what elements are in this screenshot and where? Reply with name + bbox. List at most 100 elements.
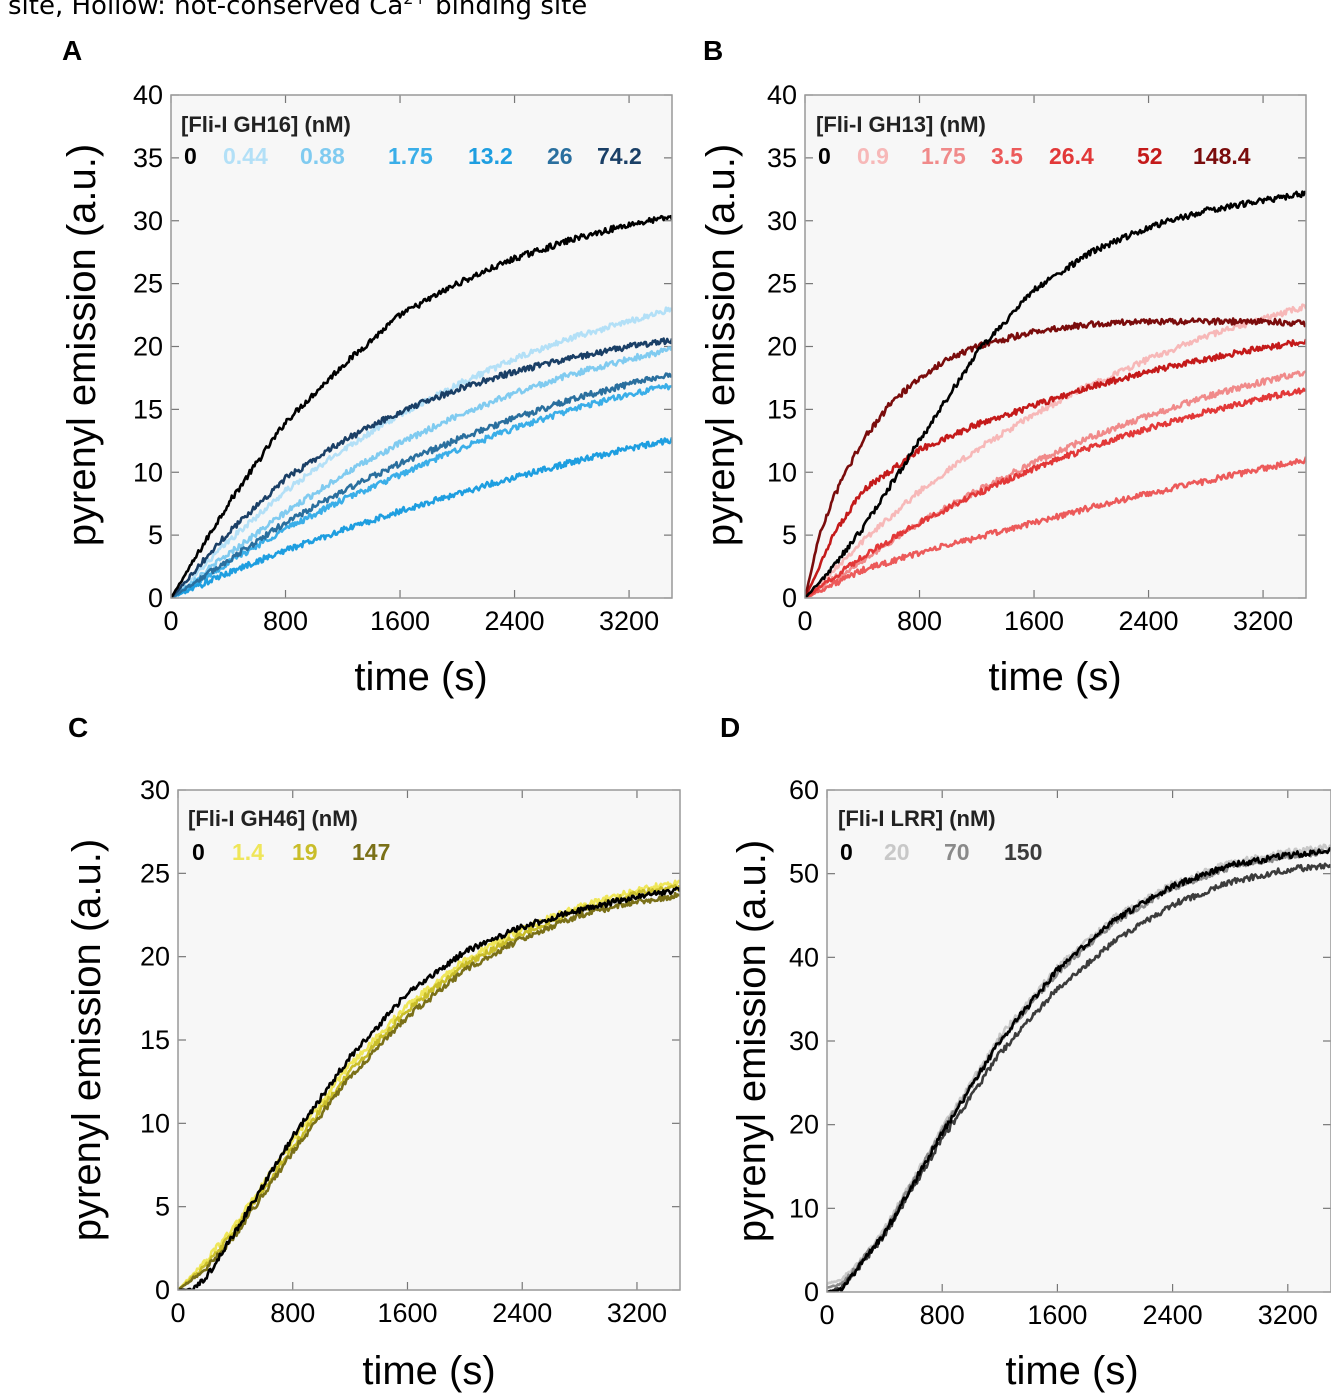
y-tick-label: 60 [789,775,819,805]
legend-entry-150: 150 [1004,839,1042,865]
legend-entry-148.4: 148.4 [1193,143,1251,169]
y-axis-label: pyrenyl emission (a.u.) [65,839,109,1241]
legend-entry-0: 0 [192,839,205,865]
legend-entry-26: 26 [547,143,573,169]
y-tick-label: 10 [133,457,163,487]
legend-entry-1.4: 1.4 [232,839,264,865]
y-axis-label: pyrenyl emission (a.u.) [730,840,774,1242]
y-tick-label: 15 [140,1025,170,1055]
y-tick-label: 30 [789,1026,819,1056]
chart-panel-d: D 0 10 20 30 40 50 60 0 800 1600 2400 3200 time (s) py… [720,712,1331,1393]
legend-entry-0.9: 0.9 [857,143,889,169]
y-axis-label: pyrenyl emission (a.u.) [60,144,104,546]
y-tick-label: 20 [789,1110,819,1140]
panel-letter: D [720,712,740,743]
legend-entry-74.2: 74.2 [597,143,642,169]
chart-panel-a: A 0 5 10 15 20 25 30 35 40 0 800 1600 2400 3200 time (s… [60,35,673,699]
y-tick-label: 20 [140,942,170,972]
plot-frame [804,94,1307,599]
y-tick-label: 50 [789,859,819,889]
caption-fragment: site, Hollow: not-conserved Ca2+ binding… [8,0,587,21]
x-tick-label: 800 [897,606,942,636]
x-tick-label: 2400 [1119,606,1179,636]
x-tick-label: 3200 [599,606,659,636]
series-line-52 [805,338,1306,598]
legend-entry-13.2: 13.2 [468,143,513,169]
x-tick-label: 1600 [377,1298,437,1328]
chart-panel-b: B 0 5 10 15 20 25 30 35 40 0 800 1600 2400 3200 time (s… [699,35,1307,699]
y-tick-label: 0 [155,1275,170,1305]
legend-entry-147: 147 [352,839,390,865]
legend-entry-1.75: 1.75 [388,143,433,169]
series-line-0 [805,190,1306,598]
x-axis-label: time (s) [362,1349,495,1393]
y-tick-label: 25 [133,269,163,299]
series-line-26.4 [805,387,1306,598]
x-tick-label: 1600 [370,606,430,636]
y-tick-label: 10 [140,1108,170,1138]
series-line-26 [171,372,672,598]
y-tick-label: 25 [140,858,170,888]
plot-area [827,790,1331,1292]
panels: A 0 5 10 15 20 25 30 35 40 0 800 1600 2400 3200 time (s… [60,35,1331,1393]
series-line-0.9 [805,303,1306,598]
legend-entry-0.88: 0.88 [300,143,345,169]
x-tick-label: 0 [797,606,812,636]
legend-entry-20: 20 [884,839,910,865]
legend-entry-52: 52 [1137,143,1163,169]
y-tick-label: 5 [782,520,797,550]
series-line-0 [178,886,680,1290]
series-line-0.44 [171,306,672,598]
y-tick-label: 40 [133,80,163,110]
legend-entry-0: 0 [818,143,831,169]
legend-entry-3.5: 3.5 [991,143,1023,169]
x-tick-label: 0 [819,1300,834,1330]
x-tick-label: 3200 [1258,1300,1318,1330]
series-line-0 [171,214,672,598]
x-tick-label: 1600 [1004,606,1064,636]
y-tick-label: 5 [155,1192,170,1222]
y-tick-label: 0 [782,583,797,613]
series-line-3.5 [805,456,1306,598]
y-tick-label: 30 [133,206,163,236]
panel-letter: A [62,35,82,66]
x-tick-label: 1600 [1027,1300,1087,1330]
legend-title: [Fli-I GH13] (nM) [816,112,986,137]
x-tick-label: 0 [170,1298,185,1328]
y-tick-label: 25 [767,269,797,299]
x-tick-label: 2400 [1143,1300,1203,1330]
x-tick-label: 800 [270,1298,315,1328]
legend-title: [Fli-I GH16] (nM) [181,112,351,137]
series-line-148.4 [805,317,1306,598]
x-tick-label: 2400 [492,1298,552,1328]
series-line-1.75 [171,383,672,598]
y-tick-label: 0 [148,583,163,613]
y-tick-label: 5 [148,520,163,550]
x-axis-label: time (s) [988,655,1121,699]
y-axis-label: pyrenyl emission (a.u.) [699,144,743,546]
y-tick-label: 10 [789,1193,819,1223]
y-tick-label: 40 [789,942,819,972]
legend-entry-19: 19 [292,839,318,865]
y-tick-label: 30 [140,775,170,805]
legend-entry-1.75: 1.75 [921,143,966,169]
legend-title: [Fli-I LRR] (nM) [838,806,996,831]
y-tick-label: 20 [133,332,163,362]
series-line-0 [827,847,1331,1292]
y-tick-label: 15 [133,394,163,424]
y-tick-label: 15 [767,394,797,424]
plot-area [178,790,680,1290]
y-tick-label: 20 [767,332,797,362]
series-line-0.88 [171,345,672,598]
x-axis-label: time (s) [1005,1349,1138,1393]
series-line-1.4 [178,879,680,1290]
y-tick-label: 0 [804,1277,819,1307]
legend-entry-0.44: 0.44 [223,143,268,169]
x-tick-label: 0 [163,606,178,636]
series-line-13.2 [171,437,672,598]
y-tick-label: 35 [767,143,797,173]
x-tick-label: 2400 [485,606,545,636]
panel-letter: C [68,712,88,743]
legend-title: [Fli-I GH46] (nM) [188,806,358,831]
